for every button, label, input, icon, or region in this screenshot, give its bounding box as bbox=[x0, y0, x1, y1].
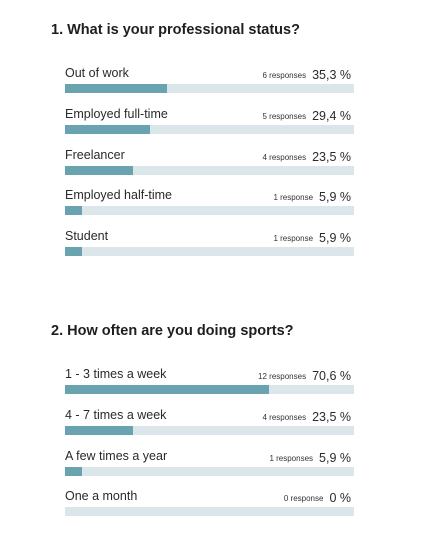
bar-fill bbox=[65, 125, 150, 134]
percent-label: 0 % bbox=[329, 491, 351, 505]
answer-row: Employed full-time 5 responses 29,4 % bbox=[65, 107, 355, 139]
question-title: 1. What is your professional status? bbox=[51, 22, 300, 38]
bar-track bbox=[65, 206, 354, 215]
bar-track bbox=[65, 507, 354, 516]
answer-stats: 6 responses 35,3 % bbox=[262, 66, 351, 84]
answer-label: Freelancer bbox=[65, 148, 125, 162]
answer-row: Freelancer 4 responses 23,5 % bbox=[65, 148, 355, 180]
percent-label: 23,5 % bbox=[312, 410, 351, 424]
answer-row: A few times a year 1 responses 5,9 % bbox=[65, 449, 355, 481]
percent-label: 70,6 % bbox=[312, 369, 351, 383]
bar-track bbox=[65, 125, 354, 134]
bar-fill bbox=[65, 206, 83, 215]
answer-row: 4 - 7 times a week 4 responses 23,5 % bbox=[65, 408, 355, 440]
answer-stats: 4 responses 23,5 % bbox=[262, 408, 351, 426]
percent-label: 35,3 % bbox=[312, 68, 351, 82]
response-count: 5 responses bbox=[262, 112, 307, 121]
answer-label: 1 - 3 times a week bbox=[65, 367, 167, 381]
percent-label: 5,9 % bbox=[319, 190, 351, 204]
bar-track bbox=[65, 166, 354, 175]
question-title: 2. How often are you doing sports? bbox=[51, 323, 294, 339]
bar-fill bbox=[65, 385, 270, 394]
response-count: 12 responses bbox=[258, 372, 307, 381]
answer-label: Out of work bbox=[65, 66, 129, 80]
bar-fill bbox=[65, 247, 83, 256]
bar-track bbox=[65, 467, 354, 476]
answer-stats: 1 response 5,9 % bbox=[273, 188, 351, 206]
bar-fill bbox=[65, 426, 133, 435]
response-count: 1 response bbox=[273, 193, 314, 202]
bar-fill bbox=[65, 467, 83, 476]
bar-fill bbox=[65, 166, 133, 175]
percent-label: 5,9 % bbox=[319, 231, 351, 245]
answer-row: Out of work 6 responses 35,3 % bbox=[65, 66, 355, 98]
answer-stats: 1 responses 5,9 % bbox=[269, 449, 351, 467]
response-count: 4 responses bbox=[262, 413, 307, 422]
answer-label: 4 - 7 times a week bbox=[65, 408, 167, 422]
answer-label: A few times a year bbox=[65, 449, 168, 463]
bar-fill bbox=[65, 84, 168, 93]
answer-label: Employed half-time bbox=[65, 188, 172, 202]
bar-track bbox=[65, 385, 354, 394]
percent-label: 29,4 % bbox=[312, 109, 351, 123]
bar-track bbox=[65, 84, 354, 93]
percent-label: 5,9 % bbox=[319, 451, 351, 465]
answer-label: One a month bbox=[65, 489, 138, 503]
answer-label: Student bbox=[65, 229, 109, 243]
answer-stats: 12 responses 70,6 % bbox=[258, 367, 351, 385]
response-count: 1 response bbox=[273, 234, 314, 243]
answer-stats: 0 response 0 % bbox=[284, 489, 351, 507]
response-count: 4 responses bbox=[262, 153, 307, 162]
percent-label: 23,5 % bbox=[312, 150, 351, 164]
response-count: 6 responses bbox=[262, 71, 307, 80]
answer-stats: 4 responses 23,5 % bbox=[262, 148, 351, 166]
response-count: 1 responses bbox=[269, 454, 314, 463]
answer-label: Employed full-time bbox=[65, 107, 168, 121]
answer-row: Employed half-time 1 response 5,9 % bbox=[65, 188, 355, 220]
answer-row: 1 - 3 times a week 12 responses 70,6 % bbox=[65, 367, 355, 399]
answer-row: One a month 0 response 0 % bbox=[65, 489, 355, 521]
bar-track bbox=[65, 247, 354, 256]
answer-row: Student 1 response 5,9 % bbox=[65, 229, 355, 261]
bar-track bbox=[65, 426, 354, 435]
answer-stats: 1 response 5,9 % bbox=[273, 229, 351, 247]
answer-stats: 5 responses 29,4 % bbox=[262, 107, 351, 125]
response-count: 0 response bbox=[283, 494, 324, 503]
